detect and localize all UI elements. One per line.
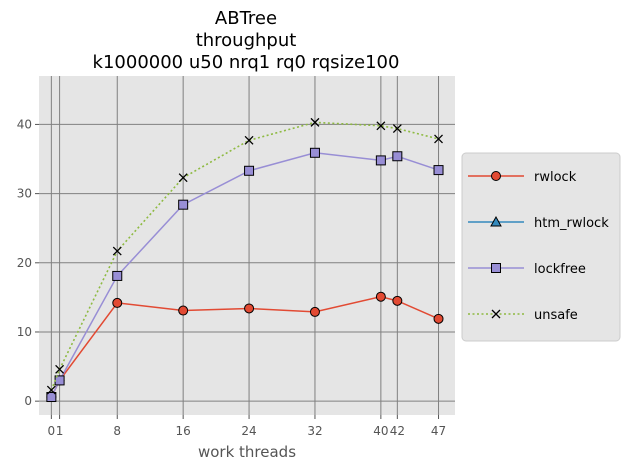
data-point-unsafe — [244, 135, 254, 145]
y-tick-label: 40 — [17, 117, 32, 131]
legend-box — [461, 152, 621, 342]
legend-marker-lockfree — [491, 263, 501, 273]
data-point-unsafe — [55, 364, 65, 374]
x-tick-label: 8 — [113, 424, 121, 438]
data-point-unsafe — [310, 117, 320, 127]
data-point-unsafe — [434, 134, 443, 144]
data-point-lockfree — [375, 155, 386, 166]
series-line-unsafe — [50, 121, 439, 391]
legend-item-lockfree: lockfree — [468, 262, 586, 277]
data-point-rwlock — [375, 291, 386, 302]
x-tick-label: 42 — [390, 424, 405, 438]
data-point-lockfree — [178, 199, 189, 210]
y-tick-label: 30 — [17, 187, 32, 201]
data-point-unsafe — [112, 246, 122, 256]
chart-title-line-1: ABTree — [215, 8, 277, 29]
legend-marker-htm_rwlock — [490, 215, 502, 227]
series-layer — [46, 117, 444, 403]
x-axis-label: work threads — [198, 443, 296, 461]
y-tick-label: 0 — [24, 394, 32, 408]
data-point-rwlock — [178, 305, 189, 316]
data-point-lockfree — [392, 151, 403, 162]
data-point-lockfree — [244, 165, 255, 176]
data-point-lockfree — [112, 270, 123, 281]
legend-label: lockfree — [534, 262, 586, 277]
data-point-unsafe — [376, 121, 386, 131]
grid — [39, 76, 455, 415]
data-point-unsafe — [46, 385, 56, 395]
legend-item-unsafe: unsafe — [468, 308, 578, 323]
chart-title-line-2: throughput — [196, 30, 297, 51]
series-unsafe — [46, 117, 443, 395]
x-tick-label: 16 — [176, 424, 191, 438]
legend-marker-unsafe — [491, 309, 501, 319]
y-tick-label: 10 — [17, 325, 32, 339]
legend-item-rwlock: rwlock — [468, 170, 577, 185]
series-lockfree — [46, 147, 444, 403]
legend-marker-rwlock — [491, 171, 501, 181]
x-tick-label: 0 — [48, 424, 56, 438]
plot-area — [39, 76, 455, 415]
legend-label: unsafe — [534, 308, 578, 323]
data-point-rwlock — [244, 303, 255, 314]
chart-title-line-3: k1000000 u50 nrq1 rq0 rqsize100 — [93, 52, 400, 73]
data-point-lockfree — [46, 392, 57, 403]
data-point-rwlock — [112, 297, 123, 308]
x-tick-label: 32 — [307, 424, 322, 438]
data-point-lockfree — [309, 147, 320, 158]
x-tick-label: 24 — [241, 424, 256, 438]
legend: rwlock htm_rwlock lockfree unsafe — [461, 152, 621, 342]
y-tick-label: 20 — [17, 256, 32, 270]
data-point-unsafe — [178, 173, 188, 183]
data-point-unsafe — [392, 124, 402, 134]
x-tick-label: 40 — [373, 424, 388, 438]
data-point-rwlock — [433, 313, 444, 324]
data-point-rwlock — [309, 306, 320, 317]
x-tick-label: 47 — [431, 424, 446, 438]
data-point-lockfree — [433, 165, 444, 176]
legend-item-htm_rwlock: htm_rwlock — [468, 215, 609, 231]
x-tick-label: 1 — [56, 424, 64, 438]
chart-title: ABTree throughput k1000000 u50 nrq1 rq0 … — [93, 8, 400, 73]
data-point-rwlock — [392, 295, 403, 306]
legend-label: rwlock — [534, 170, 577, 185]
legend-label: htm_rwlock — [534, 216, 609, 231]
